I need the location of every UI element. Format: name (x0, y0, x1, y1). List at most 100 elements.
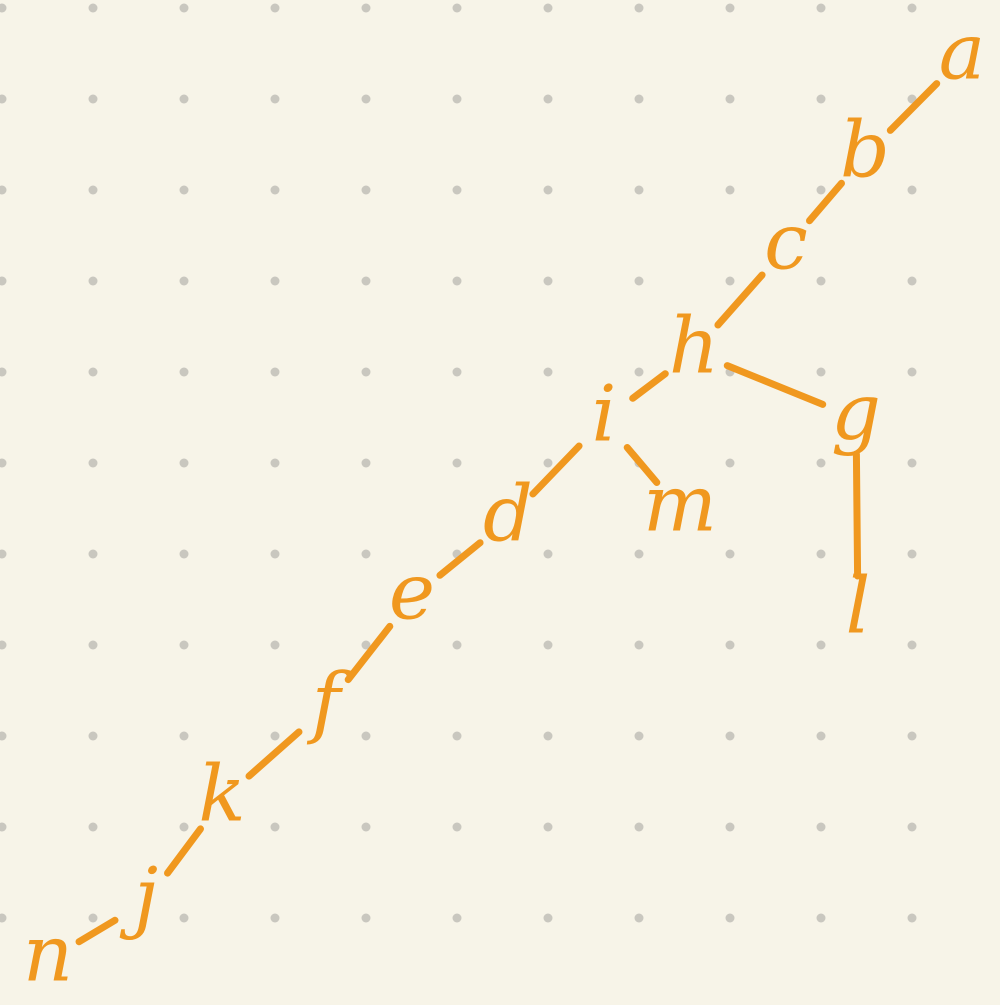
grid-dot (543, 94, 553, 104)
grid-dot (452, 94, 462, 104)
grid-dot (725, 276, 735, 286)
grid-dot (270, 640, 280, 650)
grid-dot (725, 731, 735, 741)
grid-dot (361, 913, 371, 923)
grid-dot (543, 276, 553, 286)
grid-dot (88, 3, 98, 13)
grid-dot (270, 731, 280, 741)
grid-dot (179, 731, 189, 741)
edge-e-f (344, 622, 394, 684)
grid-dot (0, 3, 7, 13)
grid-dot (0, 549, 7, 559)
dot-grid (0, 3, 917, 923)
grid-dot (816, 640, 826, 650)
grid-dot (361, 3, 371, 13)
grid-dot (361, 731, 371, 741)
node-c: c (764, 198, 808, 288)
grid-dot (88, 276, 98, 286)
grid-dot (725, 822, 735, 832)
node-i: i (592, 370, 617, 460)
edge-h-g (723, 362, 827, 408)
grid-dot (907, 185, 917, 195)
grid-dot (88, 367, 98, 377)
grid-dot (270, 549, 280, 559)
grid-dot (634, 3, 644, 13)
node-m: m (643, 460, 717, 550)
node-j: j (119, 852, 158, 942)
grid-dot (270, 3, 280, 13)
grid-dot (0, 731, 7, 741)
grid-dot (452, 185, 462, 195)
grid-dot (361, 276, 371, 286)
grid-dot (179, 458, 189, 468)
grid-dot (634, 94, 644, 104)
grid-dot (816, 3, 826, 13)
grid-dot (725, 640, 735, 650)
edge-layer (75, 80, 941, 946)
grid-dot (816, 276, 826, 286)
grid-dot (543, 822, 553, 832)
grid-dot (725, 3, 735, 13)
grid-dot (179, 367, 189, 377)
grid-dot (725, 94, 735, 104)
grid-dot (361, 185, 371, 195)
grid-dot (816, 731, 826, 741)
grid-dot (88, 94, 98, 104)
grid-dot (88, 549, 98, 559)
grid-dot (452, 458, 462, 468)
grid-dot (0, 822, 7, 832)
grid-dot (88, 822, 98, 832)
grid-dot (816, 822, 826, 832)
grid-dot (725, 913, 735, 923)
grid-dot (179, 913, 189, 923)
grid-dot (88, 913, 98, 923)
grid-dot (634, 640, 644, 650)
edge-h-i (629, 370, 669, 402)
node-f: f (307, 658, 353, 748)
grid-dot (543, 185, 553, 195)
grid-dot (361, 94, 371, 104)
grid-dot (452, 276, 462, 286)
grid-dot (634, 549, 644, 559)
edge-i-m (623, 444, 661, 486)
grid-dot (88, 185, 98, 195)
grid-dot (634, 913, 644, 923)
grid-dot (270, 276, 280, 286)
grid-dot (907, 458, 917, 468)
grid-dot (816, 458, 826, 468)
node-e: e (389, 548, 435, 638)
grid-dot (270, 822, 280, 832)
node-l: l (846, 562, 871, 652)
node-d: d (483, 470, 533, 560)
grid-dot (907, 640, 917, 650)
grid-dot (907, 913, 917, 923)
grid-dot (179, 549, 189, 559)
grid-dot (543, 731, 553, 741)
grid-dot (179, 276, 189, 286)
edge-f-k (245, 728, 303, 780)
grid-dot (0, 640, 7, 650)
grid-dot (907, 822, 917, 832)
grid-dot (452, 913, 462, 923)
grid-dot (452, 640, 462, 650)
grid-dot (452, 731, 462, 741)
grid-dot (0, 276, 7, 286)
node-k: k (198, 750, 245, 840)
grid-dot (179, 640, 189, 650)
node-g: g (831, 368, 881, 458)
grid-dot (88, 458, 98, 468)
grid-dot (907, 94, 917, 104)
grid-dot (452, 822, 462, 832)
grid-dot (725, 549, 735, 559)
grid-dot (0, 913, 7, 923)
edge-k-j (164, 825, 204, 877)
grid-dot (634, 185, 644, 195)
grid-dot (270, 367, 280, 377)
grid-dot (361, 640, 371, 650)
grid-dot (725, 185, 735, 195)
edge-c-h (714, 271, 766, 329)
grid-dot (907, 276, 917, 286)
node-h: h (669, 302, 719, 392)
